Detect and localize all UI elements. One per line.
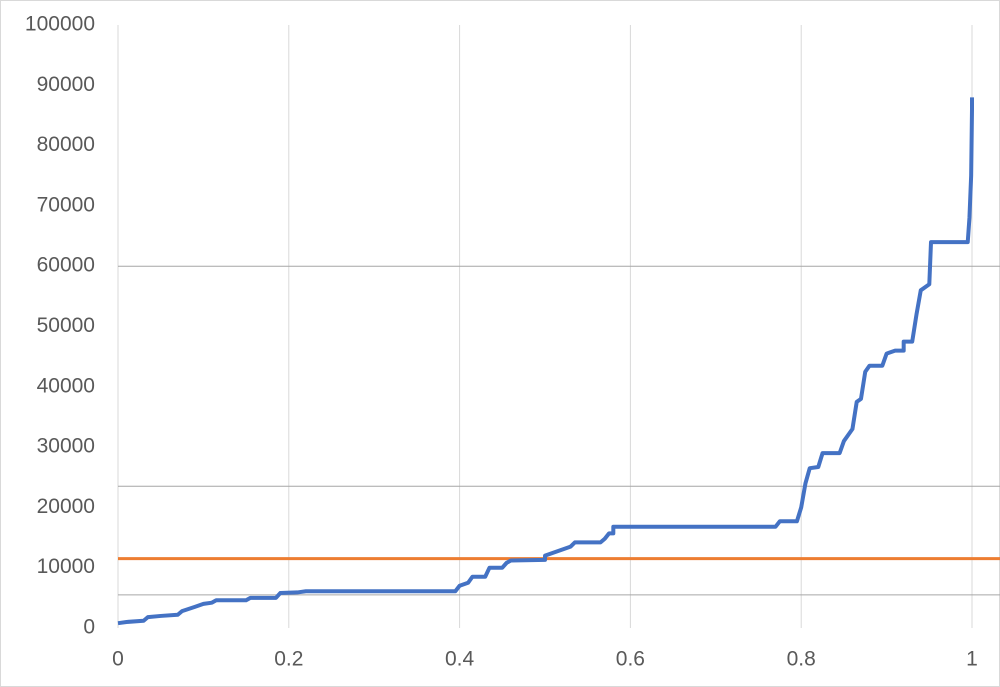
- y-tick-label: 90000: [37, 73, 95, 96]
- x-tick-label: 0.4: [445, 648, 475, 671]
- y-tick-label: 50000: [37, 314, 95, 337]
- data-line: [117, 97, 974, 626]
- y-tick-label: 0: [83, 616, 95, 639]
- y-tick-label: 40000: [37, 374, 95, 397]
- x-tick-label: 0.2: [274, 648, 303, 671]
- x-tick-label: 1: [966, 648, 978, 671]
- x-tick-label: 0: [112, 648, 124, 671]
- y-tick-label: 60000: [37, 254, 95, 277]
- x-tick-label: 0.6: [616, 648, 645, 671]
- y-tick-label: 70000: [37, 193, 95, 216]
- y-tick-label: 30000: [37, 435, 95, 458]
- y-tick-label: 100000: [25, 13, 95, 36]
- y-tick-label: 20000: [37, 495, 95, 518]
- y-tick-label: 80000: [37, 133, 95, 156]
- y-tick-label: 10000: [37, 555, 95, 578]
- x-tick-label: 0.8: [787, 648, 816, 671]
